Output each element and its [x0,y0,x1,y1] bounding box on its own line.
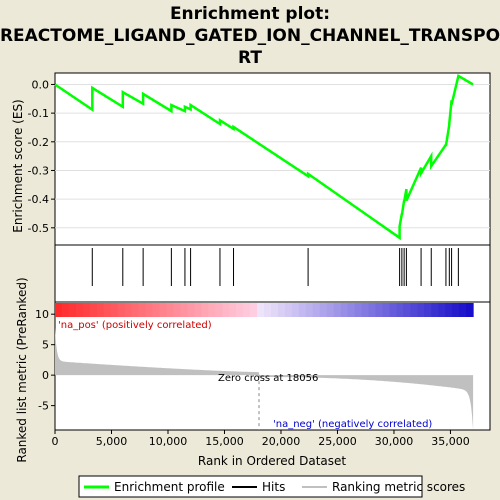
colorbar-segment [201,303,209,317]
colorbar-segment [319,303,328,317]
colorbar-segment [305,303,314,317]
colorbar-segment [138,303,147,317]
colorbar-segment [159,303,168,317]
colorbar-segment [124,303,133,317]
colorbar-segment [340,303,349,317]
ranking-ytick-label: -5 [38,400,49,413]
colorbar-segment [89,303,98,317]
colorbar-segment [452,303,460,317]
colorbar-segment [333,303,342,317]
ranking-ytick-label: 0 [42,369,49,382]
colorbar-segment [270,303,279,317]
colorbar-segment [117,303,126,317]
plot-title-line-1: Enrichment plot: [170,4,330,24]
colorbar-segment [61,303,70,317]
colorbar-segment [326,303,335,317]
colorbar-segment [291,303,300,317]
zero-cross-label: Zero cross at 18056 [218,373,318,384]
colorbar-segment [194,303,202,317]
colorbar-segment [417,303,425,317]
ranking-ytick-label: 10 [35,308,49,321]
colorbar-segment [354,303,363,317]
colorbar-segment [438,303,446,317]
colorbar-segment [264,303,272,317]
colorbar-segment [347,303,356,317]
es-ytick-label: -0.3 [28,164,49,177]
x-tick-label: 35,000 [431,435,470,448]
x-tick-label: 15,000 [205,435,244,448]
colorbar-segment [68,303,77,317]
colorbar-segment [257,303,265,317]
hits-panel [54,244,491,303]
es-ylabel: Enrichment score (ES) [11,99,25,232]
colorbar-segment [284,303,293,317]
colorbar-segment [215,303,223,317]
colorbar-segment [173,303,182,317]
colorbar-segment [236,303,244,317]
colorbar-segment [96,303,105,317]
colorbar-segment [459,303,467,317]
colorbar-segment [152,303,161,317]
es-ytick-label: -0.2 [28,136,49,149]
plot-title-line-2: REACTOME_LIGAND_GATED_ION_CHANNEL_TRANSP… [0,26,500,46]
x-tick-label: 30,000 [375,435,414,448]
colorbar-segment [110,303,119,317]
colorbar-segment [382,303,391,317]
legend-hits-label: Hits [262,480,285,494]
colorbar-segment [145,303,154,317]
legend-enrichment-label: Enrichment profile [114,480,225,494]
x-axis-label: Rank in Ordered Dataset [198,454,346,468]
colorbar-segment [312,303,321,317]
colorbar-segment [243,303,251,317]
es-ytick-label: -0.1 [28,107,49,120]
colorbar-segment [368,303,377,317]
x-tick-label: 20,000 [262,435,301,448]
x-tick-label: 25,000 [318,435,357,448]
es-panel [54,72,491,246]
x-tick-label: 0 [52,435,59,448]
colorbar-segment [55,303,63,317]
colorbar-segment [396,303,404,317]
colorbar-segment [208,303,216,317]
es-ytick-label: 0.0 [32,78,50,91]
colorbar-segment [298,303,307,317]
colorbar-segment [375,303,384,317]
colorbar-segment [410,303,418,317]
plot-title-line-3: RT [238,48,262,68]
colorbar-segment [361,303,370,317]
ranking-metric-area [55,327,474,430]
colorbar-segment [103,303,112,317]
x-tick-label: 10,000 [149,435,188,448]
colorbar-segment [229,303,237,317]
neg-label: 'na_neg' (negatively correlated) [273,419,432,430]
pos-label: 'na_pos' (positively correlated) [58,320,212,331]
colorbar-segment [431,303,439,317]
ranking-ytick-label: 5 [42,339,49,352]
colorbar-segment [131,303,140,317]
colorbar-segment [166,303,175,317]
colorbar-segment [250,303,258,317]
colorbar-segment [403,303,411,317]
es-ytick-label: -0.4 [28,193,49,206]
colorbar-segment [187,303,195,317]
colorbar-segment [82,303,91,317]
colorbar-segment [466,303,474,317]
legend-ranking-label: Ranking metric scores [332,480,465,494]
ranking-ylabel: Ranked list metric (PreRanked) [15,277,29,462]
colorbar-segment [180,303,188,317]
x-tick-label: 5,000 [96,435,128,448]
colorbar-segment [445,303,453,317]
colorbar-segment [424,303,432,317]
colorbar-segment [222,303,230,317]
enrichment-profile-line [54,73,474,241]
colorbar-segment [277,303,286,317]
es-ytick-label: -0.5 [28,222,49,235]
colorbar-segment [389,303,398,317]
colorbar-segment [75,303,84,317]
